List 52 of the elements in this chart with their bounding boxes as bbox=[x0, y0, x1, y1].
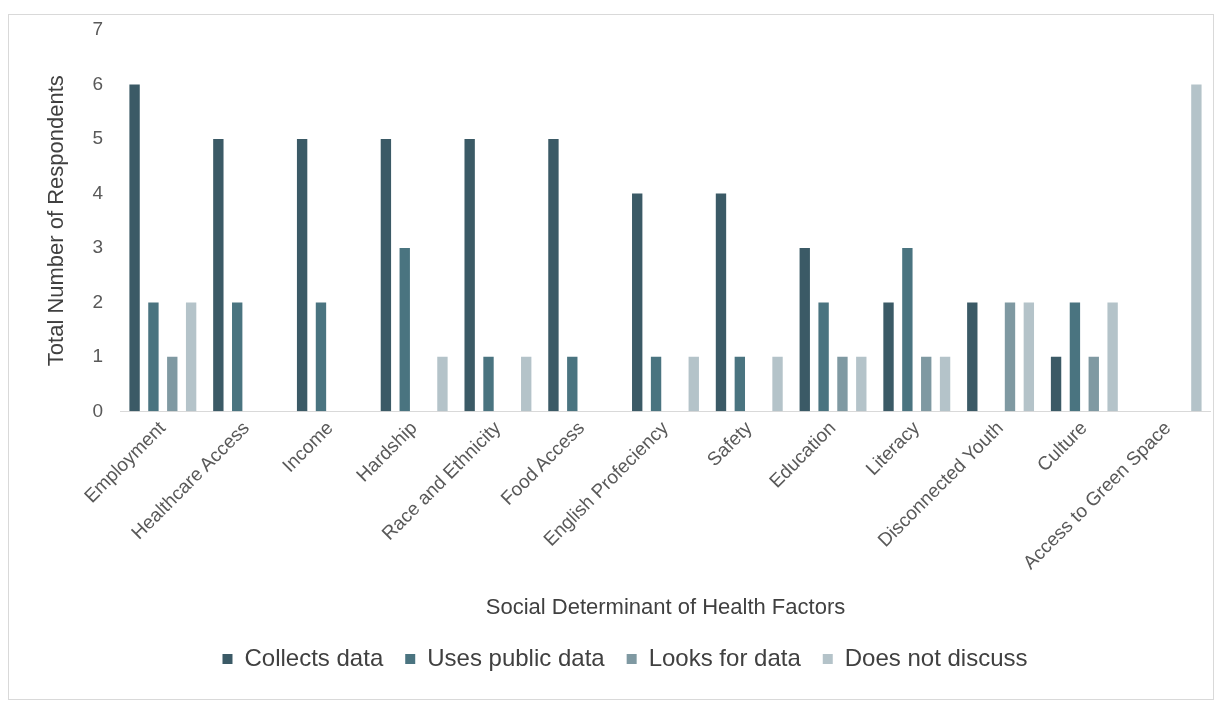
bar bbox=[167, 356, 178, 412]
bar bbox=[148, 302, 159, 412]
bar bbox=[1069, 302, 1081, 412]
bar bbox=[483, 356, 494, 412]
bar bbox=[399, 247, 410, 412]
bar bbox=[902, 247, 913, 412]
bar bbox=[734, 356, 746, 412]
bar bbox=[521, 356, 532, 412]
y-axis-title: Total Number of Respondents bbox=[43, 75, 69, 367]
bar bbox=[380, 138, 392, 412]
y-tick-label: 3 bbox=[92, 236, 103, 258]
bar bbox=[567, 356, 578, 412]
bar bbox=[1088, 356, 1099, 412]
bar bbox=[715, 193, 727, 412]
y-tick-label: 2 bbox=[92, 290, 103, 312]
bar bbox=[632, 193, 643, 412]
bar bbox=[688, 356, 699, 412]
bar bbox=[799, 247, 810, 412]
bar bbox=[1050, 356, 1062, 412]
bar bbox=[967, 302, 978, 412]
bar bbox=[232, 302, 243, 412]
bar bbox=[1107, 302, 1118, 412]
y-tick-label: 5 bbox=[92, 127, 103, 149]
bar bbox=[856, 356, 867, 412]
bar bbox=[213, 138, 224, 412]
bar bbox=[818, 302, 829, 412]
y-tick-label: 0 bbox=[92, 399, 103, 421]
bar bbox=[1191, 84, 1202, 412]
y-tick-label: 6 bbox=[92, 72, 103, 94]
bar bbox=[129, 84, 140, 412]
bar bbox=[650, 356, 662, 412]
bar bbox=[464, 138, 475, 412]
bar bbox=[315, 302, 327, 412]
y-tick-label: 1 bbox=[92, 345, 103, 367]
legend-label: Looks for data bbox=[648, 643, 802, 671]
legend-label: Does not discuss bbox=[844, 643, 1028, 671]
bar bbox=[772, 356, 783, 412]
bar bbox=[296, 138, 308, 412]
legend-label: Uses public data bbox=[427, 643, 606, 671]
legend-label: Collects data bbox=[244, 643, 384, 671]
bar bbox=[921, 356, 932, 412]
bar bbox=[883, 302, 894, 412]
bar bbox=[837, 356, 848, 412]
bar bbox=[185, 302, 197, 412]
x-axis-title: Social Determinant of Health Factors bbox=[485, 593, 846, 619]
bar bbox=[548, 138, 559, 412]
bar bbox=[1023, 302, 1035, 412]
bar bbox=[1004, 302, 1016, 412]
bar bbox=[939, 356, 951, 412]
bar bbox=[437, 356, 448, 412]
y-tick-label: 7 bbox=[92, 18, 103, 40]
y-tick-label: 4 bbox=[92, 181, 104, 203]
